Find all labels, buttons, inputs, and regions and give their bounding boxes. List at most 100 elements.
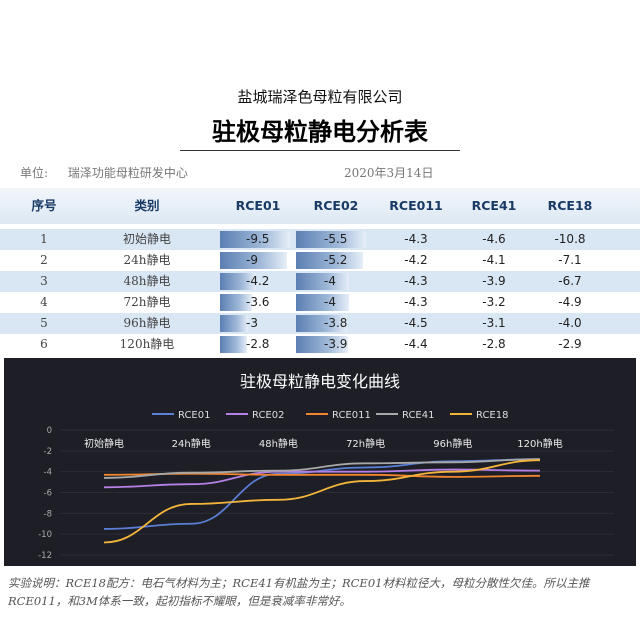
- experiment-note: 实验说明：RCE18配方：电石气材料为主；RCE41有机盐为主；RCE01材料粒…: [8, 576, 590, 608]
- cell-value: -9.5: [246, 232, 270, 246]
- x-tick-label: 初始静电: [84, 437, 124, 450]
- page-title: 驻极母粒静电分析表: [212, 117, 428, 146]
- y-tick-label: -2: [44, 447, 52, 457]
- unit-value: 瑞泽功能母粒研发中心: [67, 166, 188, 180]
- cell-value: -10.8: [554, 232, 586, 246]
- row-category: 48h静电: [123, 274, 171, 288]
- row-category: 120h静电: [119, 337, 175, 351]
- table-row: 3 48h静电 -4.2 -4 -4.3 -3.9 -6.7: [0, 271, 640, 292]
- unit-label: 单位:: [20, 166, 49, 180]
- cell-value: -2.8: [246, 337, 270, 351]
- x-tick-label: 72h静电: [346, 437, 385, 450]
- x-tick-label: 120h静电: [517, 437, 562, 450]
- data-bar: [296, 336, 348, 353]
- cell-value: -9: [246, 253, 258, 267]
- cell-value: -4: [324, 295, 336, 309]
- data-bar: [220, 294, 252, 311]
- legend-entry: RCE01: [178, 410, 210, 421]
- cell-value: -4.9: [558, 295, 582, 309]
- chart-panel: [4, 358, 636, 566]
- cell-value: -5.5: [324, 232, 348, 246]
- title-underline: [180, 150, 460, 151]
- cell-value: -3.6: [246, 295, 270, 309]
- data-bar: [220, 315, 248, 332]
- data-bar: [296, 252, 363, 269]
- data-bar: [296, 273, 349, 290]
- legend-entry: RCE41: [402, 410, 434, 421]
- column-header-rce02: RCE02: [313, 198, 359, 213]
- row-number: 1: [40, 232, 48, 246]
- legend-entry: RCE18: [476, 410, 508, 421]
- row-number: 4: [40, 295, 48, 309]
- table-row: 6 120h静电 -2.8 -3.9 -4.4 -2.8 -2.9: [0, 334, 640, 355]
- company-name: 盐城瑞泽色母粒有限公司: [237, 88, 403, 106]
- row-category: 24h静电: [123, 253, 171, 267]
- cell-value: -3.9: [324, 337, 348, 351]
- y-tick-label: -6: [44, 489, 52, 499]
- cell-value: -4.5: [404, 316, 428, 330]
- column-header-rce011: RCE011: [389, 198, 443, 213]
- table-row: 1 初始静电 -9.5 -5.5 -4.3 -4.6 -10.8: [0, 229, 640, 250]
- y-tick-label: -10: [38, 530, 52, 540]
- line-chart: RCE01 RCE02 RCE011 RCE41 RCE18 0 -2 -4 -6 -8 -10 -1…: [38, 410, 614, 561]
- cell-value: -4.6: [482, 232, 506, 246]
- cell-value: -7.1: [558, 253, 582, 267]
- cell-value: -3.9: [482, 274, 506, 288]
- cell-value: -5.2: [324, 253, 348, 267]
- chart-title: 驻极母粒静电变化曲线: [239, 372, 400, 391]
- row-number: 6: [40, 337, 48, 351]
- cell-value: -4.3: [404, 295, 428, 309]
- cell-value: -4.3: [404, 232, 428, 246]
- table-row: 2 24h静电 -9 -5.2 -4.2 -4.1 -7.1: [0, 250, 640, 271]
- data-bar: [220, 273, 256, 290]
- data-bar: [296, 231, 366, 248]
- data-bar: [220, 231, 290, 248]
- y-tick-label: 0: [47, 426, 52, 436]
- report-date: 2020年3月14日: [344, 166, 434, 180]
- row-number: 5: [40, 316, 48, 330]
- unit-line: 单位: 瑞泽功能母粒研发中心: [20, 164, 188, 180]
- x-tick-label: 24h静电: [172, 437, 211, 450]
- cell-value: -3: [246, 316, 258, 330]
- column-header-no: 序号: [31, 198, 57, 213]
- column-header-category: 类别: [134, 198, 160, 213]
- cell-value: -4.0: [558, 316, 582, 330]
- cell-value: -4.4: [404, 337, 428, 351]
- x-tick-label: 48h静电: [259, 437, 298, 450]
- cell-value: -4: [324, 274, 336, 288]
- y-tick-label: -4: [44, 468, 52, 478]
- series-line-rce02: [103, 468, 541, 489]
- table-row: 4 72h静电 -3.6 -4 -4.3 -3.2 -4.9: [0, 292, 640, 313]
- data-bar: [220, 336, 247, 353]
- cell-value: -2.8: [482, 337, 506, 351]
- row-category: 初始静电: [122, 232, 171, 246]
- row-category: 96h静电: [123, 316, 171, 330]
- row-number: 3: [40, 274, 48, 288]
- y-tick-label: -12: [38, 551, 52, 561]
- cell-value: -3.8: [324, 316, 348, 330]
- cell-value: -4.2: [404, 253, 428, 267]
- cell-value: -4.3: [404, 274, 428, 288]
- series-line-rce18: [103, 459, 541, 544]
- cell-value: -3.1: [482, 316, 506, 330]
- data-bar: [220, 252, 287, 269]
- legend-entry: RCE02: [252, 410, 284, 421]
- column-header-rce18: RCE18: [547, 198, 593, 213]
- data-bar: [296, 294, 349, 311]
- row-number: 2: [40, 253, 48, 267]
- x-tick-label: 96h静电: [433, 437, 472, 450]
- legend-entry: RCE011: [332, 410, 371, 421]
- table-row: 5 96h静电 -3 -3.8 -4.5 -3.1 -4.0: [0, 313, 640, 334]
- cell-value: -6.7: [558, 274, 582, 288]
- cell-value: -4.2: [246, 274, 270, 288]
- y-tick-label: -8: [44, 509, 52, 519]
- data-bar: [296, 315, 347, 332]
- row-category: 72h静电: [123, 295, 171, 309]
- cell-value: -3.2: [482, 295, 506, 309]
- column-header-rce41: RCE41: [471, 198, 517, 213]
- column-header-rce01: RCE01: [235, 198, 281, 213]
- series-line-rce41: [103, 458, 541, 479]
- cell-value: -2.9: [558, 337, 582, 351]
- table-header: 序号 类别 RCE01 RCE02 RCE011 RCE41 RCE18: [0, 188, 640, 224]
- cell-value: -4.1: [482, 253, 506, 267]
